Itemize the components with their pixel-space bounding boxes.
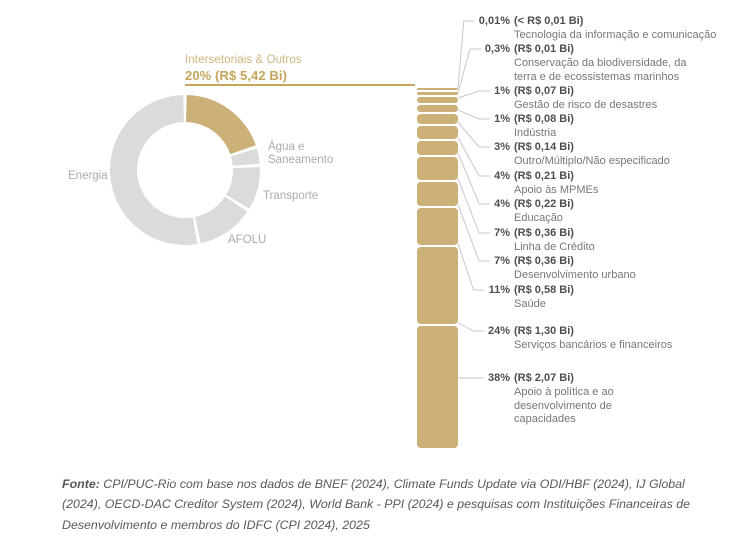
donut-label: AFOLU — [228, 234, 267, 246]
breakdown-item: 0,01% (< R$ 0,01 Bi) Tecnologia da informa… — [470, 15, 717, 43]
breakdown-item: 24% (R$ 1,30 Bi) Serviços bancários e fina… — [470, 325, 672, 353]
donut-segment-afolu — [195, 196, 248, 244]
breakdown-item-amount: (R$ 0,58 Bi) — [514, 284, 574, 296]
bar-segment — [417, 96, 458, 103]
bar-segment — [417, 247, 458, 325]
breakdown-item-pct: 1% — [494, 113, 510, 125]
callout-title: Intersetoriais & Outros — [185, 54, 302, 66]
breakdown-item-value: 38% (R$ 2,07 Bi) — [470, 372, 649, 385]
donut-segment-energia — [109, 95, 198, 246]
bar-segment — [417, 105, 458, 112]
callout-underline — [185, 84, 415, 86]
breakdown-item-amount: (R$ 2,07 Bi) — [514, 372, 574, 384]
bar-segment — [417, 141, 458, 155]
bar-segment — [417, 125, 458, 140]
breakdown-item-value: 7% (R$ 0,36 Bi) — [470, 255, 636, 268]
breakdown-item-value: 4% (R$ 0,22 Bi) — [470, 198, 574, 211]
donut-chart — [109, 95, 261, 246]
breakdown-item: 4% (R$ 0,21 Bi) Apoio às MPMEs — [470, 170, 598, 198]
breakdown-item-pct: 0,3% — [484, 43, 510, 55]
breakdown-item-label: Outro/Múltiplo/Não especificado — [514, 155, 670, 167]
donut-segment-transporte — [226, 166, 261, 209]
breakdown-item-value: 0,3% (R$ 0,01 Bi) — [470, 43, 704, 56]
source-text: CPI/PUC-Rio com base nos dados de BNEF (… — [62, 477, 691, 532]
breakdown-item-label: Desenvolvimento urbano — [514, 269, 636, 281]
breakdown-item: 1% (R$ 0,08 Bi) Indústria — [470, 113, 574, 141]
breakdown-item: 0,3% (R$ 0,01 Bi) Conservação da biodivers… — [470, 43, 704, 84]
breakdown-item-pct: 3% — [494, 141, 510, 153]
bar-segment — [417, 113, 458, 124]
breakdown-item-value: 4% (R$ 0,21 Bi) — [470, 170, 598, 183]
breakdown-item-amount: (R$ 0,01 Bi) — [514, 43, 574, 55]
breakdown-item-pct: 38% — [487, 372, 510, 384]
bar-segment — [417, 91, 458, 95]
breakdown-item-label: Apoio à política e ao desenvolvimento de… — [514, 386, 614, 425]
breakdown-bar — [417, 88, 458, 449]
breakdown-item-value: 7% (R$ 0,36 Bi) — [470, 227, 595, 240]
bar-segment — [417, 207, 458, 246]
donut-segment-intersetoriais-outros — [186, 95, 256, 155]
breakdown-item-label: Linha de Crédito — [514, 241, 595, 253]
breakdown-item-pct: 4% — [494, 170, 510, 182]
breakdown-item-label: Indústria — [514, 127, 557, 139]
breakdown-item-value: 0,01% (< R$ 0,01 Bi) — [470, 15, 716, 28]
breakdown-item-label: Tecnologia da informação e comunicação — [514, 29, 717, 41]
bar-segment — [417, 326, 458, 449]
breakdown-item: 11% (R$ 0,58 Bi) Saúde — [470, 284, 574, 312]
donut-label: Água e Saneamento — [268, 141, 334, 166]
breakdown-item-amount: (R$ 0,14 Bi) — [514, 141, 574, 153]
breakdown-item-pct: 11% — [488, 284, 510, 296]
breakdown-item-amount: (R$ 1,30 Bi) — [514, 325, 574, 337]
breakdown-item-label: Educação — [514, 212, 563, 224]
callout-value: 20% (R$ 5,42 Bi) — [185, 68, 288, 83]
breakdown-item-amount: (R$ 0,08 Bi) — [514, 113, 574, 125]
breakdown-item-label: Conservação da biodiversidade, da terra … — [514, 57, 687, 83]
source-note: Fonte: CPI/PUC-Rio com base nos dados de… — [62, 474, 714, 535]
breakdown-item-value: 24% (R$ 1,30 Bi) — [470, 325, 672, 338]
breakdown-item-value: 1% (R$ 0,07 Bi) — [470, 85, 657, 98]
breakdown-item-value: 1% (R$ 0,08 Bi) — [470, 113, 574, 126]
breakdown-item-amount: (R$ 0,21 Bi) — [514, 170, 574, 182]
breakdown-item: 7% (R$ 0,36 Bi) Linha de Crédito — [470, 227, 595, 255]
breakdown-item: 38% (R$ 2,07 Bi) Apoio à política e ao des… — [470, 372, 649, 427]
breakdown-item-amount: (R$ 0,07 Bi) — [514, 85, 574, 97]
breakdown-item-label: Saúde — [514, 298, 546, 310]
breakdown-item-label: Gestão de risco de desastres — [514, 99, 658, 111]
breakdown-item-label: Apoio às MPMEs — [514, 184, 599, 196]
breakdown-item: 1% (R$ 0,07 Bi) Gestão de risco de desastr… — [470, 85, 657, 113]
breakdown-item-amount: (R$ 0,22 Bi) — [514, 198, 574, 210]
breakdown-item-pct: 1% — [494, 85, 510, 97]
breakdown-item: 4% (R$ 0,22 Bi) Educação — [470, 198, 574, 226]
breakdown-item-value: 11% (R$ 0,58 Bi) — [470, 284, 574, 297]
breakdown-item-pct: 24% — [487, 325, 510, 337]
breakdown-item-amount: (R$ 0,36 Bi) — [514, 255, 574, 267]
donut-label: Transporte — [263, 190, 319, 202]
breakdown-item-pct: 4% — [494, 198, 510, 210]
bar-segment — [417, 182, 458, 206]
breakdown-item: 3% (R$ 0,14 Bi) Outro/Múltiplo/Não especif… — [470, 141, 670, 169]
breakdown-item-value: 3% (R$ 0,14 Bi) — [470, 141, 670, 154]
breakdown-item-pct: 7% — [494, 255, 510, 267]
bar-segment — [417, 88, 458, 90]
donut-label: Energia — [68, 170, 108, 182]
breakdown-item-pct: 0,01% — [478, 15, 510, 27]
breakdown-item-pct: 7% — [494, 227, 510, 239]
breakdown-item-label: Serviços bancários e financeiros — [514, 339, 673, 351]
donut-segment--gua-e-saneamento — [230, 148, 260, 166]
source-prefix: Fonte: — [62, 477, 100, 491]
breakdown-item-amount: (< R$ 0,01 Bi) — [514, 15, 584, 27]
bar-segment — [417, 156, 458, 181]
breakdown-item: 7% (R$ 0,36 Bi) Desenvolvimento urbano — [470, 255, 636, 283]
breakdown-item-amount: (R$ 0,36 Bi) — [514, 227, 574, 239]
highlight-callout: Intersetoriais & Outros 20% (R$ 5,42 Bi) — [185, 54, 302, 83]
